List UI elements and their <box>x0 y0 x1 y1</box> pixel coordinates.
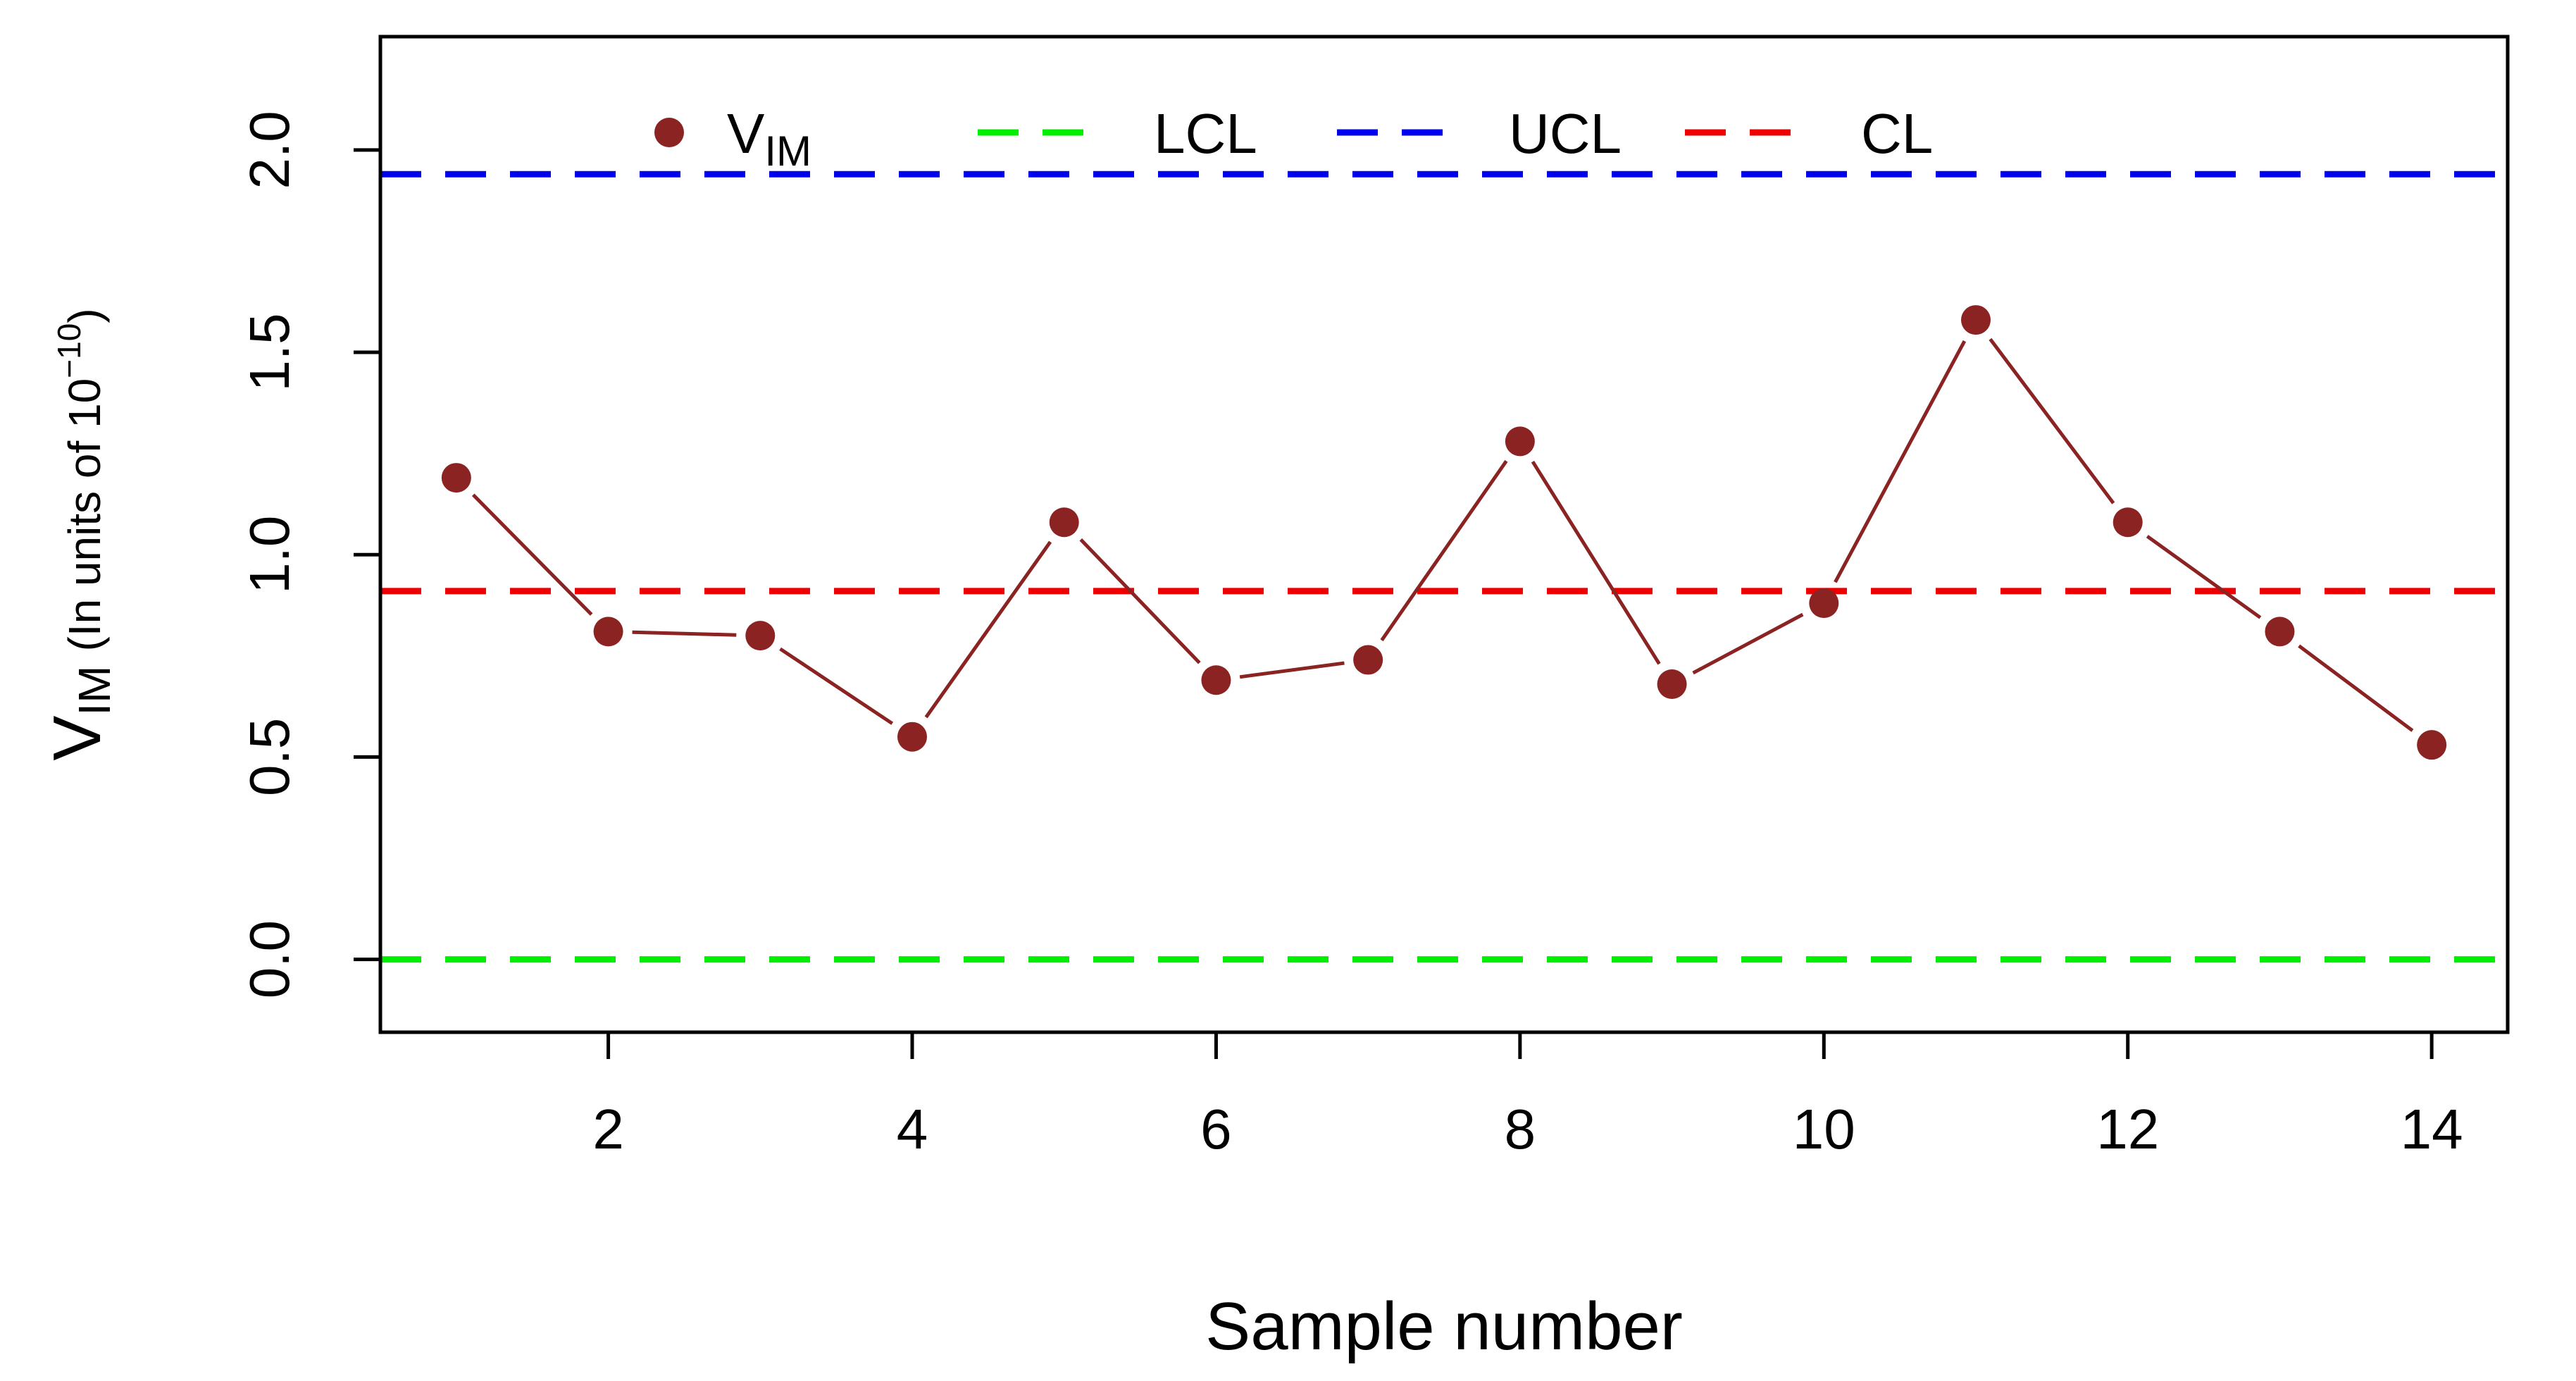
y-axis-title-close: ) <box>59 308 110 323</box>
x-axis-title: Sample number <box>1205 1289 1683 1364</box>
series-segment <box>1692 612 1804 675</box>
data-point <box>2265 617 2295 647</box>
legend-vim-label: VIM <box>727 102 811 175</box>
y-tick-label: 2.0 <box>238 111 301 189</box>
series-segment <box>924 540 1052 719</box>
legend-ucl-label: UCL <box>1509 102 1622 165</box>
series-segment <box>2146 535 2262 619</box>
series-segment <box>1239 661 1345 679</box>
y-tick-label: 0.0 <box>238 920 301 998</box>
x-tick-label: 12 <box>2096 1098 2159 1160</box>
legend: VIM LCL UCL CL <box>654 102 1933 175</box>
data-point <box>897 722 927 752</box>
data-point <box>1201 665 1231 695</box>
series-segment <box>632 630 737 637</box>
y-axis-title: VIM (In units of 10−10) <box>39 308 120 760</box>
series-segment <box>1079 538 1201 664</box>
data-point <box>745 621 776 651</box>
y-axis-title-unit: (In units of 10 <box>59 378 110 652</box>
x-tick-label: 10 <box>1793 1098 1855 1160</box>
data-point <box>593 617 623 647</box>
series-segment <box>1380 459 1508 642</box>
data-point <box>1505 426 1535 457</box>
legend-cl-label: CL <box>1861 102 1933 165</box>
data-point <box>1353 645 1383 675</box>
x-tick-label: 6 <box>1200 1098 1232 1160</box>
plot-frame <box>378 35 2510 1034</box>
data-point <box>1049 507 1079 538</box>
data-point <box>2113 507 2143 538</box>
data-point <box>1809 588 1839 619</box>
y-tick-label: 1.5 <box>238 313 301 391</box>
series-segment <box>779 647 894 725</box>
series-segment <box>2298 644 2414 732</box>
x-tick-label: 2 <box>592 1098 624 1160</box>
series-points <box>441 305 2447 760</box>
series-segment <box>471 493 593 616</box>
data-point <box>441 463 471 493</box>
series-segment <box>1989 337 2115 504</box>
legend-lcl-label: LCL <box>1154 102 1257 165</box>
data-point <box>2417 730 2447 760</box>
y-axis-title-subscript: IM <box>69 666 120 716</box>
series-lines <box>471 337 2414 732</box>
series-segment <box>1531 460 1661 665</box>
data-point <box>1961 305 1991 335</box>
y-axis: 0.0 0.5 1.0 1.5 2.0 <box>238 111 380 998</box>
series-segment <box>1834 340 1967 583</box>
legend-vim-marker <box>654 118 684 147</box>
x-axis: 2 4 6 8 10 12 14 <box>592 1032 2463 1160</box>
reference-lines <box>380 171 2508 963</box>
data-point <box>1657 669 1687 700</box>
x-tick-label: 14 <box>2401 1098 2463 1160</box>
x-tick-label: 4 <box>897 1098 928 1160</box>
y-tick-label: 0.5 <box>238 718 301 796</box>
x-tick-label: 8 <box>1505 1098 1536 1160</box>
y-axis-title-main: V <box>39 716 115 761</box>
y-axis-title-exponent: −10 <box>51 323 87 378</box>
y-tick-label: 1.0 <box>238 516 301 594</box>
